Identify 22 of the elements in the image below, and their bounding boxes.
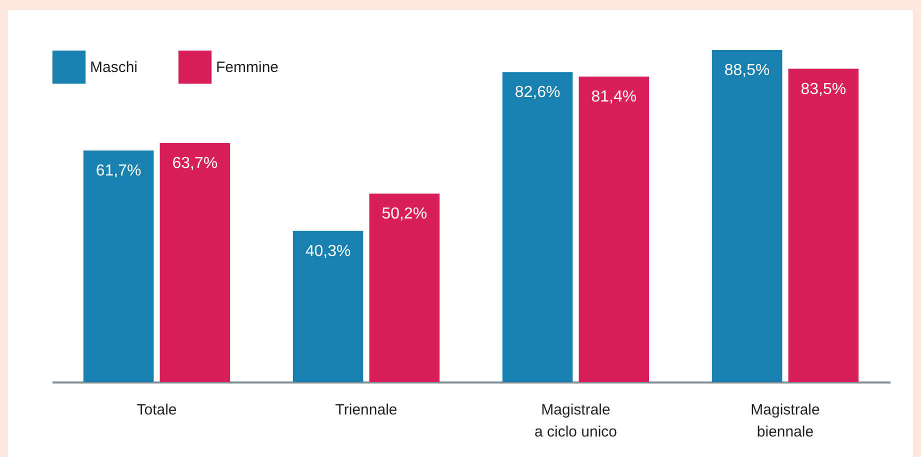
bar — [292, 230, 364, 382]
bar — [502, 72, 573, 382]
data-label: 88,5% — [724, 62, 770, 79]
data-label: 50,2% — [382, 206, 428, 223]
data-label: 83,5% — [800, 80, 846, 98]
x-tick-label: Totale — [136, 402, 177, 418]
data-label: 81,4% — [591, 88, 637, 106]
bar — [712, 50, 782, 382]
data-label: 61,7% — [96, 162, 142, 180]
bar — [83, 150, 154, 382]
x-tick-label: Magistrale biennale — [750, 402, 820, 440]
x-tick-label: Magistrale a ciclo unico — [534, 402, 618, 440]
bar — [578, 76, 650, 382]
data-label: 63,7% — [172, 155, 218, 172]
bar — [369, 194, 440, 382]
legend-label: Femmine — [216, 59, 279, 76]
bar — [788, 68, 859, 382]
data-label: 40,3% — [305, 242, 351, 260]
x-tick-label: Triennale — [335, 402, 398, 418]
legend-label: Maschi — [90, 59, 138, 76]
bar — [160, 143, 230, 382]
data-label: 82,6% — [514, 84, 560, 102]
